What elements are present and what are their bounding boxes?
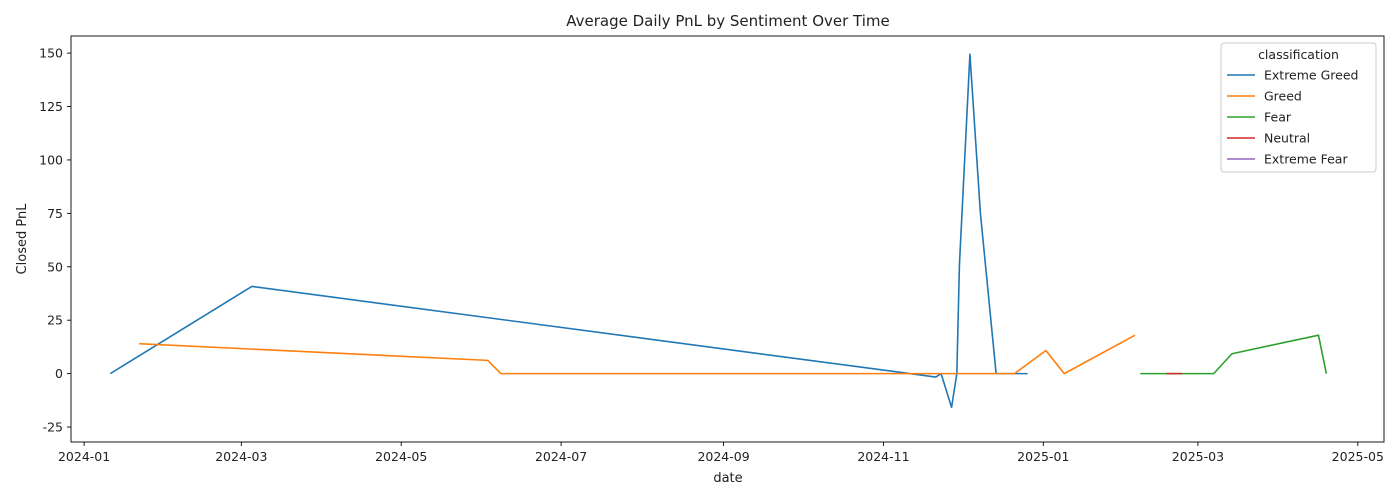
legend-entry: Extreme Greed xyxy=(1264,68,1358,83)
legend-entry: Fear xyxy=(1264,110,1292,125)
series-line-1 xyxy=(139,334,1136,375)
y-tick-label: 125 xyxy=(39,99,63,114)
legend-entry: Greed xyxy=(1264,89,1302,104)
y-tick-label: -25 xyxy=(43,420,63,435)
legend-entry: Extreme Fear xyxy=(1264,152,1348,167)
y-tick-label: 25 xyxy=(47,313,63,328)
y-tick-label: 75 xyxy=(47,206,63,221)
x-tick-label: 2024-03 xyxy=(215,449,267,464)
x-tick-label: 2024-01 xyxy=(58,449,110,464)
series-line-2 xyxy=(1140,334,1328,375)
y-tick-label: 50 xyxy=(47,259,63,274)
x-axis-label: date xyxy=(713,471,742,486)
y-tick-label: 150 xyxy=(39,46,63,61)
x-tick-label: 2024-09 xyxy=(697,449,749,464)
legend-entry: Neutral xyxy=(1264,131,1310,146)
y-tick-label: 100 xyxy=(39,152,63,167)
x-tick-label: 2025-05 xyxy=(1332,449,1384,464)
x-tick-label: 2025-03 xyxy=(1172,449,1224,464)
x-tick-label: 2025-01 xyxy=(1017,449,1069,464)
legend-box xyxy=(1220,42,1377,173)
x-tick-label: 2024-05 xyxy=(375,449,427,464)
y-tick-label: 0 xyxy=(55,366,63,381)
plot-area: 2024-01 2024-03 2024-05 2024-07 2024-09 2024-… xyxy=(39,35,1385,464)
x-tick-label: 2024-07 xyxy=(535,449,587,464)
legend: classification Extreme Greed Greed Fear Neut… xyxy=(1220,42,1377,173)
legend-title: classification xyxy=(1258,47,1339,62)
x-tick-label: 2024-11 xyxy=(857,449,909,464)
axes-frame xyxy=(70,35,1385,443)
chart-title: Average Daily PnL by Sentiment Over Time xyxy=(566,12,890,30)
y-axis-label: Closed PnL xyxy=(15,203,30,275)
